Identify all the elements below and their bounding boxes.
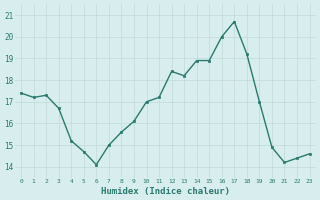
X-axis label: Humidex (Indice chaleur): Humidex (Indice chaleur): [101, 187, 230, 196]
